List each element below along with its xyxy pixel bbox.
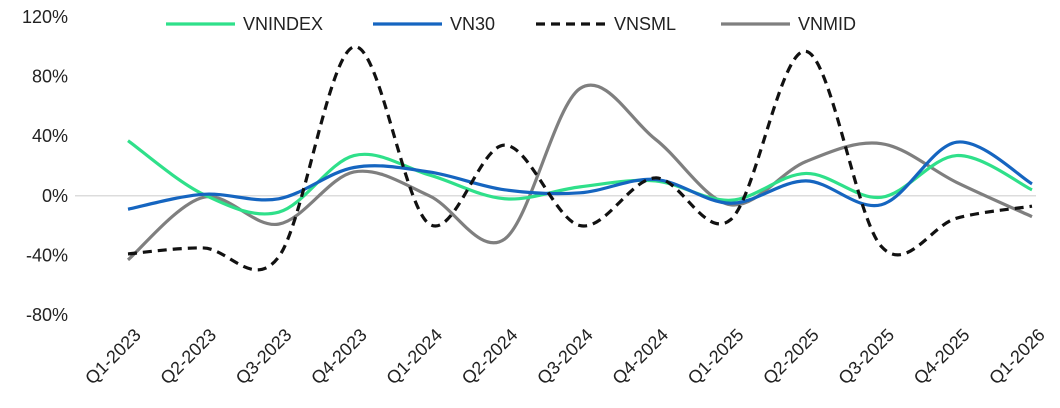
legend-label-vnindex: VNINDEX xyxy=(243,14,323,34)
x-tick-label: Q1-2023 xyxy=(81,325,145,389)
series-line-vnindex xyxy=(127,139,1033,216)
series-line-vnsml xyxy=(127,45,1033,272)
x-tick-label: Q3-2025 xyxy=(834,325,898,389)
legend-label-vnsml: VNSML xyxy=(614,14,676,34)
x-tick-label: Q4-2024 xyxy=(608,325,672,389)
x-tick-label: Q3-2024 xyxy=(533,325,597,389)
y-tick-label: -80% xyxy=(26,305,68,325)
legend-label-vn30: VN30 xyxy=(450,14,495,34)
y-tick-label: 0% xyxy=(42,186,68,206)
legend: VNINDEX VN30 VNSML VNMID xyxy=(166,14,856,34)
y-tick-label: -40% xyxy=(26,245,68,265)
x-tick-label: Q3-2023 xyxy=(232,325,296,389)
series-line-vnmid xyxy=(126,83,1033,262)
legend-label-vnmid: VNMID xyxy=(798,14,856,34)
x-tick-label: Q2-2025 xyxy=(759,325,823,389)
x-tick-label: Q4-2023 xyxy=(307,325,371,389)
y-tick-label: 80% xyxy=(32,67,68,87)
series-layer xyxy=(126,45,1033,272)
x-tick-label: Q1-2025 xyxy=(684,325,748,389)
x-tick-label: Q2-2023 xyxy=(156,325,220,389)
y-tick-label: 120% xyxy=(22,7,68,27)
x-tick-label: Q2-2024 xyxy=(458,325,522,389)
x-tick-label: Q1-2026 xyxy=(985,325,1049,389)
x-tick-label: Q1-2024 xyxy=(382,325,446,389)
x-tick-label: Q4-2025 xyxy=(910,325,974,389)
series-line-vn30 xyxy=(127,140,1033,211)
y-tick-label: 40% xyxy=(32,126,68,146)
